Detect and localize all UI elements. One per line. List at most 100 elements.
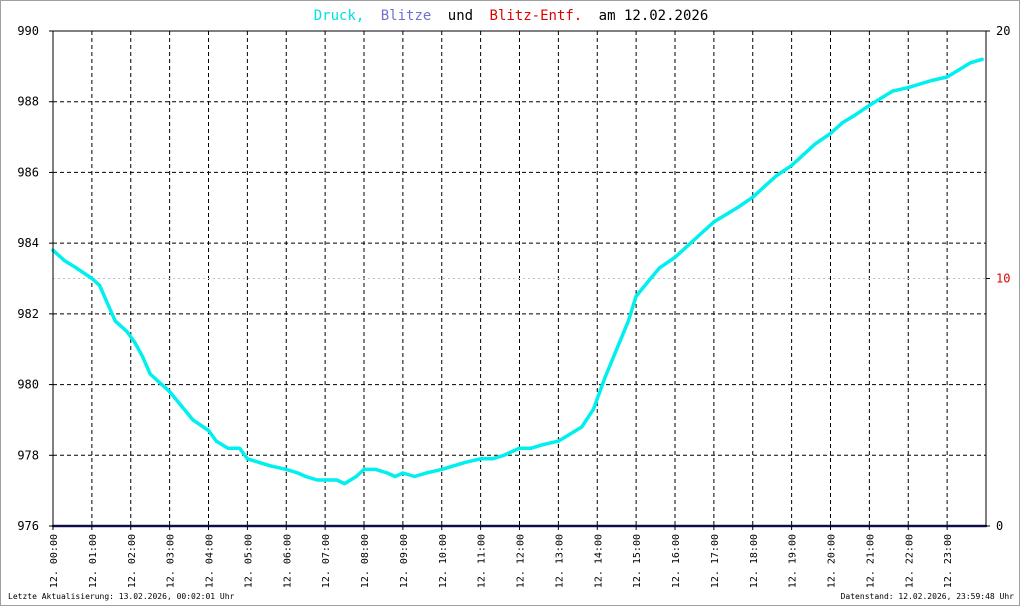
data-point-druck	[63, 259, 67, 263]
data-point-druck	[918, 82, 922, 86]
data-point-druck	[323, 478, 327, 482]
data-point-druck	[269, 464, 273, 468]
y-axis-right-labels: 0 10 20	[996, 24, 1010, 533]
data-point-druck	[284, 467, 288, 471]
data-point-druck	[385, 471, 389, 475]
data-point-druck	[296, 471, 300, 475]
data-point-druck	[412, 474, 417, 479]
data-point-druck	[335, 478, 339, 482]
data-point-druck	[957, 68, 961, 72]
data-point-druck	[867, 103, 872, 107]
data-point-druck	[179, 404, 183, 408]
x-tick-label: 12. 16:00	[671, 534, 682, 588]
data-point-druck	[700, 230, 704, 235]
data-point-druck	[257, 460, 261, 464]
title-druck: Druck,	[314, 8, 365, 24]
data-point-druck	[479, 457, 483, 461]
x-tick-label: 12. 17:00	[710, 534, 721, 588]
x-tick-label: 12. 23:00	[943, 534, 954, 588]
x-tick-label: 12. 06:00	[282, 534, 293, 588]
data-point-druck	[891, 89, 895, 93]
data-point-druck	[945, 75, 949, 79]
data-point-druck	[214, 439, 218, 443]
data-point-druck	[906, 86, 910, 90]
title-blitze: Blitze	[381, 8, 432, 24]
data-point-druck	[168, 390, 172, 394]
x-tick-label: 12. 07:00	[321, 534, 332, 588]
data-point-druck	[529, 446, 533, 450]
data-point-druck	[113, 319, 117, 323]
data-point-druck	[751, 195, 755, 199]
data-point-druck	[840, 121, 844, 125]
data-point-druck	[591, 407, 596, 411]
data-point-druck	[657, 266, 662, 270]
data-point-druck	[424, 471, 428, 475]
data-point-druck	[98, 284, 102, 288]
data-point-druck	[801, 153, 805, 157]
data-point-druck	[673, 255, 677, 259]
data-point-druck	[828, 131, 833, 136]
x-tick-label: 12. 19:00	[788, 534, 799, 588]
data-point-druck	[626, 319, 631, 323]
data-point-druck	[634, 294, 638, 298]
x-tick-label: 12. 00:00	[49, 534, 60, 588]
x-tick-label: 12. 12:00	[516, 534, 527, 588]
data-point-druck	[615, 347, 619, 351]
data-point-druck	[517, 446, 522, 450]
data-point-druck	[362, 467, 366, 471]
x-tick-label: 12. 18:00	[749, 534, 760, 588]
y-right-tick-label: 10	[996, 272, 1010, 286]
data-point-druck	[723, 213, 728, 217]
title-date: am 12.02.2026	[599, 8, 709, 24]
data-point-druck	[712, 220, 716, 224]
y-left-tick-label: 980	[17, 378, 39, 392]
data-point-druck	[451, 464, 455, 468]
data-point-druck	[133, 340, 137, 344]
axes	[49, 30, 990, 530]
x-tick-label: 12. 10:00	[438, 534, 449, 588]
x-tick-label: 12. 09:00	[399, 534, 410, 588]
data-point-druck	[774, 174, 778, 178]
data-point-druck	[735, 206, 739, 210]
data-point-druck	[603, 375, 607, 380]
data-point-druck	[463, 460, 467, 464]
y-right-tick-label: 0	[996, 519, 1003, 533]
data-point-druck	[762, 185, 767, 189]
data-point-druck	[105, 301, 109, 305]
x-tick-label: 12. 04:00	[205, 534, 216, 588]
x-tick-label: 12. 20:00	[827, 534, 838, 588]
footer-data-status: Datenstand: 12.02.2026, 23:59:48 Uhr	[840, 592, 1014, 601]
svg-text:Druck, Blitze: Druck, Blitze und Blitz-Entf. am 12.02.2…	[314, 8, 709, 24]
data-point-druck	[125, 329, 129, 334]
data-point-druck	[315, 478, 319, 482]
data-point-druck	[206, 428, 211, 433]
y-axis-left-labels: 976 978 980 982 984 986 988 990	[17, 24, 39, 533]
x-tick-label: 12. 22:00	[904, 534, 915, 588]
data-point-druck	[685, 245, 689, 249]
x-tick-label: 12. 15:00	[632, 534, 643, 588]
data-point-druck	[968, 61, 973, 65]
x-tick-label: 12. 08:00	[360, 534, 371, 588]
data-point-druck	[790, 163, 794, 167]
y-left-tick-label: 984	[17, 236, 39, 250]
x-tick-label: 12. 14:00	[593, 534, 604, 588]
data-point-druck	[354, 474, 358, 479]
data-point-druck	[343, 482, 347, 486]
y-left-tick-label: 990	[17, 24, 39, 38]
data-point-druck	[980, 57, 984, 61]
data-point-druck	[568, 432, 572, 436]
data-point-druck	[930, 78, 934, 83]
x-tick-label: 12. 21:00	[865, 534, 876, 588]
data-point-druck	[74, 266, 78, 270]
title-und: und	[448, 8, 473, 24]
y-left-tick-label: 976	[17, 519, 39, 533]
data-point-druck	[401, 471, 405, 475]
data-point-druck	[813, 142, 817, 146]
x-axis-labels: 12. 00:00 12. 01:00 12. 02:00 12. 03:00 12. …	[49, 534, 954, 588]
data-point-druck	[490, 457, 494, 461]
x-tick-label: 12. 02:00	[127, 534, 138, 588]
data-point-druck	[556, 439, 561, 443]
data-point-druck	[440, 467, 444, 471]
